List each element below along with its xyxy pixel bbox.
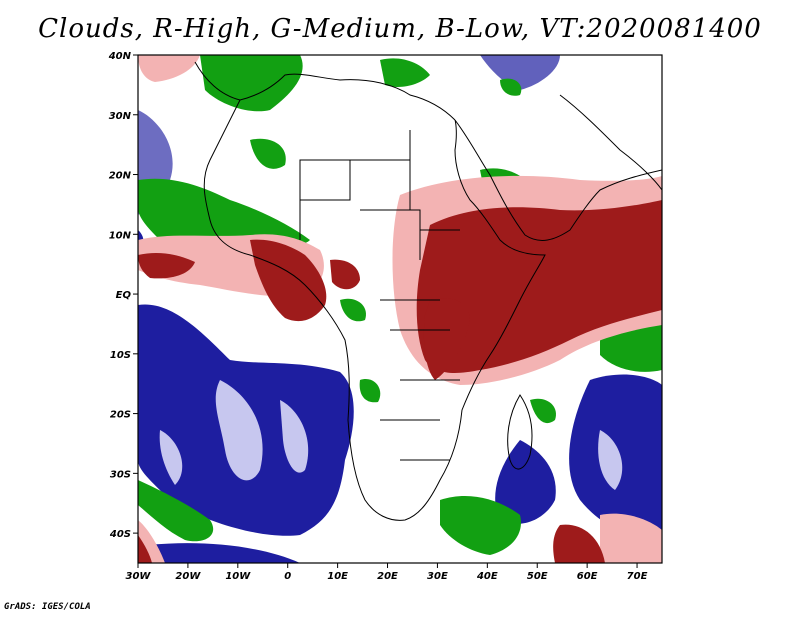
y-tick-label: EQ xyxy=(116,290,132,301)
y-tick-label: 30S xyxy=(110,469,131,480)
y-tick-label: 20S xyxy=(110,410,131,421)
y-axis: 40N 30N 20N 10N EQ 10S 20S 30S 40S xyxy=(108,51,138,540)
coastline-iran xyxy=(559,94,662,191)
cloud-fields xyxy=(138,55,662,563)
x-tick-label: 30E xyxy=(427,571,448,582)
x-tick-label: 20E xyxy=(377,571,398,582)
map-title: Clouds, R-High, G-Medium, B-Low, VT:2020… xyxy=(38,14,762,44)
country-borders xyxy=(299,130,460,461)
y-tick-label: 20N xyxy=(109,171,132,182)
coastlines xyxy=(194,61,662,521)
y-tick-label: 10N xyxy=(109,230,132,241)
y-tick-label: 30N xyxy=(109,111,132,122)
x-tick-label: 70E xyxy=(627,571,648,582)
low-cloud-light-layer xyxy=(159,380,623,490)
coastline-africa xyxy=(203,99,546,521)
x-tick-label: 0 xyxy=(284,571,291,582)
y-tick-label: 40N xyxy=(108,51,132,62)
x-axis: 30W 20W 10W 0 10E 20E 30E 40E 50E 60E 70E xyxy=(126,563,648,582)
x-tick-label: 10W xyxy=(225,571,251,582)
y-tick-label: 40S xyxy=(109,529,131,540)
coastline-arabia xyxy=(454,119,662,241)
coastline-mediterranean xyxy=(194,61,456,121)
plot-frame xyxy=(137,54,663,564)
high-cloud-layer xyxy=(138,200,662,563)
x-tick-label: 60E xyxy=(577,571,598,582)
x-tick-label: 30W xyxy=(126,571,152,582)
x-tick-label: 20W xyxy=(175,571,201,582)
x-tick-label: 50E xyxy=(527,571,548,582)
credit-text: GrADS: IGES/COLA xyxy=(4,602,91,612)
x-tick-label: 40E xyxy=(476,571,498,582)
x-tick-label: 10E xyxy=(327,571,348,582)
coastline-madagascar xyxy=(507,394,533,470)
y-tick-label: 10S xyxy=(110,350,131,361)
